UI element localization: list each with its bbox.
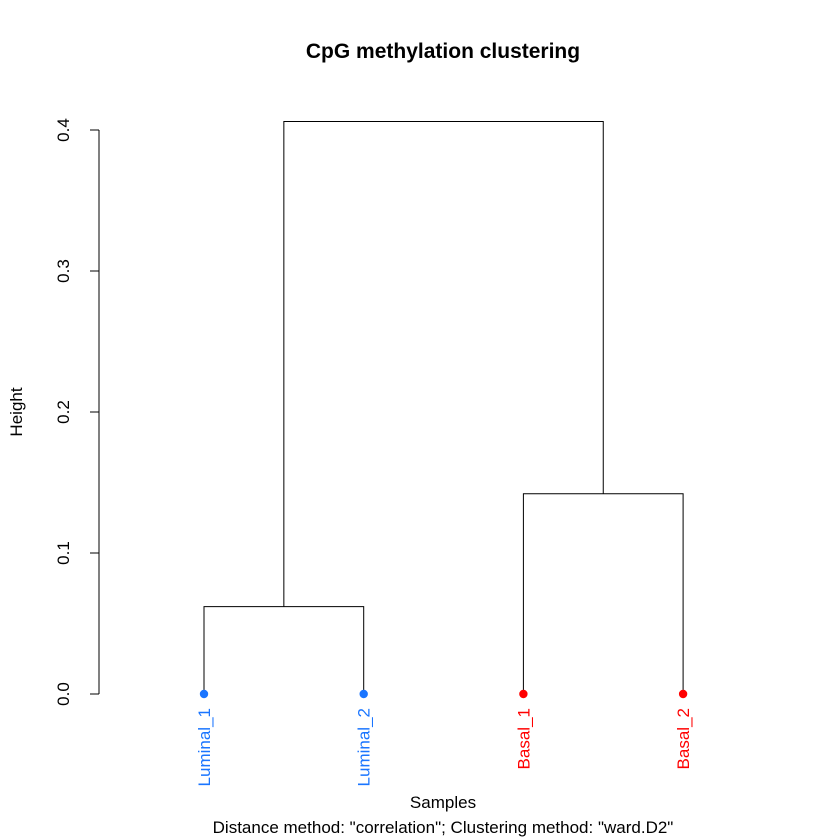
chart-title: CpG methylation clustering	[306, 40, 580, 63]
y-tick-label: 0.0	[54, 682, 73, 706]
merge-link	[522, 493, 684, 694]
leaf-point	[519, 689, 528, 699]
leaf-label: Luminal_1	[195, 708, 214, 786]
leaf-label: Luminal_2	[355, 708, 374, 786]
y-axis: 0.0 0.1 0.2 0.3 0.4	[54, 118, 100, 706]
y-axis-label: Height	[7, 387, 26, 436]
y-tick-label: 0.2	[54, 400, 73, 424]
merge-link	[283, 121, 604, 607]
y-tick-label: 0.4	[54, 118, 73, 142]
y-tick-label: 0.3	[54, 259, 73, 283]
leaf-label: Basal_2	[674, 708, 693, 769]
leaf-label: Basal_1	[514, 708, 533, 769]
leaf-point	[199, 689, 209, 699]
y-tick-label: 0.1	[54, 541, 73, 565]
chart-subtitle: Distance method: "correlation"; Clusteri…	[213, 818, 674, 837]
merge-link	[203, 606, 365, 694]
dendrogram-leaves: Luminal_1 Luminal_2 Basal_1 Basal_2	[195, 689, 693, 786]
leaf-point	[359, 689, 368, 699]
dendrogram-tree	[203, 121, 684, 694]
leaf-point	[678, 689, 688, 699]
x-axis-label: Samples	[410, 793, 476, 812]
